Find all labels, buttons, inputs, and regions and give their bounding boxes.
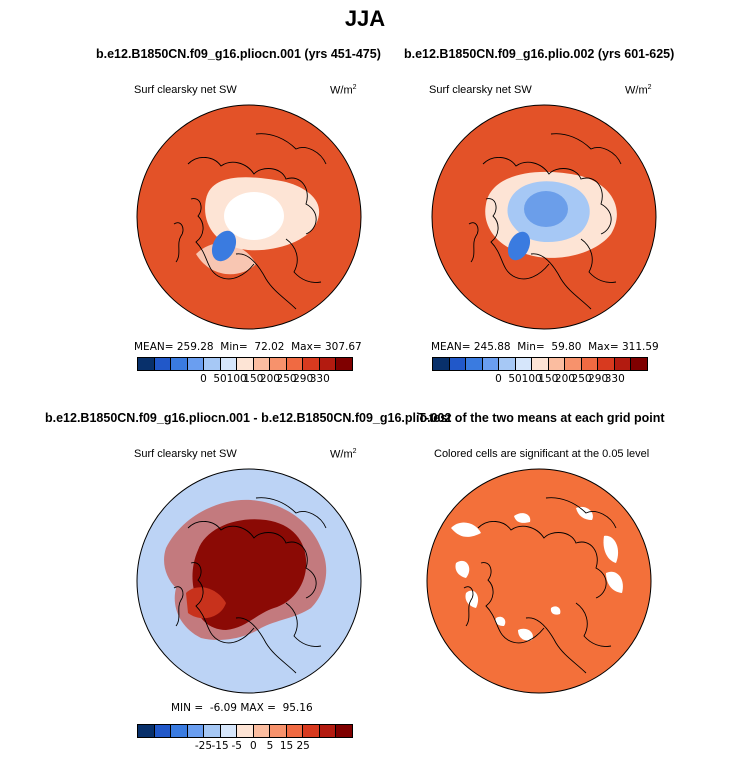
abs-colorbar-swatch: [499, 358, 516, 370]
panel2-variable: Surf clearsky net SW: [429, 84, 532, 96]
panel4-map: [426, 468, 652, 694]
panel3-map: [136, 468, 362, 694]
panel1-stats: MEAN= 259.28 Min= 72.02 Max= 307.67: [134, 341, 362, 353]
abs-colorbar-tick-label: 330: [309, 373, 330, 385]
abs-colorbar-tick-label: 330: [604, 373, 625, 385]
abs-colorbar-swatch: [631, 358, 647, 370]
panel2-stats: MEAN= 245.88 Min= 59.80 Max= 311.59: [431, 341, 659, 353]
panel2-title: b.e12.B1850CN.f09_g16.plio.002 (yrs 601-…: [404, 47, 675, 61]
diff-colorbar-swatch: [303, 725, 320, 737]
abs-colorbar-swatch: [253, 358, 271, 370]
abs-colorbar-tick-label: 200: [554, 373, 575, 385]
abs-colorbar-swatch: [336, 358, 352, 370]
panel3-variable: Surf clearsky net SW: [134, 448, 237, 460]
abs-colorbar-swatch: [204, 358, 221, 370]
diff-colorbar-swatch: [204, 725, 221, 737]
figure-title: JJA: [344, 6, 386, 31]
diff-colorbar-tick-label: 0: [249, 740, 257, 752]
abs-colorbar-swatch: [270, 358, 287, 370]
diff-colorbar-swatch: [154, 725, 172, 737]
diff-colorbar-swatch: [253, 725, 271, 737]
diff-colorbar-tick-label: -5: [231, 740, 242, 752]
abs-colorbar-swatch: [319, 358, 337, 370]
abs-colorbar-tick-label: 50: [213, 373, 227, 385]
panel2-units: W/m2: [625, 84, 652, 97]
abs-colorbar-swatch: [171, 358, 188, 370]
panel1-variable: Surf clearsky net SW: [134, 84, 237, 96]
abs-colorbar-tick-label: 100: [521, 373, 542, 385]
abs-colorbar-swatch: [614, 358, 632, 370]
abs-colorbar-swatch: [286, 358, 304, 370]
abs-colorbar-tick-label: 50: [508, 373, 522, 385]
abs-colorbar-tick-label: 100: [226, 373, 247, 385]
panel4-variable: Colored cells are significant at the 0.0…: [434, 448, 650, 460]
abs-colorbar-swatch: [581, 358, 599, 370]
abs-colorbar-swatch: [565, 358, 582, 370]
abs-colorbar-tick-label: 200: [259, 373, 280, 385]
panel1-map: [136, 104, 362, 330]
abs-colorbar-swatch: [532, 358, 549, 370]
diff-colorbar-swatch: [138, 725, 155, 737]
diff-colorbar-tick-label: -15: [211, 740, 229, 752]
diff-colorbar-swatch: [336, 725, 352, 737]
abs-colorbar-swatch: [466, 358, 483, 370]
abs-colorbar-swatch: [515, 358, 533, 370]
diff-colorbar-swatch: [286, 725, 304, 737]
abs-colorbar-swatch: [548, 358, 566, 370]
diff-colorbar-swatch: [220, 725, 238, 737]
panel2-map: [431, 104, 657, 330]
panel4-title: T-test of the two means at each grid poi…: [418, 411, 665, 425]
diff-colorbar-tick-label: 25: [296, 740, 310, 752]
abs-colorbar-tick-label: 0: [495, 373, 502, 385]
panel1-units: W/m2: [330, 84, 357, 97]
abs-colorbar-swatch: [433, 358, 450, 370]
diff-colorbar-swatch: [237, 725, 254, 737]
abs-colorbar-swatch: [138, 358, 155, 370]
diff-colorbar-swatch: [270, 725, 287, 737]
diff-colorbar-swatch: [187, 725, 205, 737]
panel3-colorbar: [137, 724, 353, 738]
abs-colorbar-tick-label: 150: [243, 373, 264, 385]
panel3-units: W/m2: [330, 448, 357, 461]
diff-colorbar-tick-label: 15: [279, 740, 294, 752]
abs-colorbar-swatch: [220, 358, 238, 370]
panel1-title: b.e12.B1850CN.f09_g16.pliocn.001 (yrs 45…: [96, 47, 381, 61]
panel3-title: b.e12.B1850CN.f09_g16.pliocn.001 - b.e12…: [45, 411, 452, 425]
panel2-colorbar-labels: 0 50 100 150 200 250 290 330: [432, 373, 648, 387]
abs-colorbar-swatch: [303, 358, 320, 370]
abs-colorbar-tick-label: 250: [571, 373, 592, 385]
abs-colorbar-tick-label: 150: [538, 373, 559, 385]
panel1-colorbar-labels: 0 50 100 150 200 250 290 330: [137, 373, 353, 387]
panel3-colorbar-labels: -25 -15 -5 0 5 15 25: [137, 740, 353, 754]
abs-colorbar-swatch: [449, 358, 467, 370]
abs-colorbar-swatch: [482, 358, 500, 370]
diff-colorbar-swatch: [319, 725, 337, 737]
abs-colorbar-tick-label: 250: [276, 373, 297, 385]
abs-colorbar-swatch: [187, 358, 205, 370]
diff-colorbar-tick-label: -25: [194, 740, 213, 752]
abs-colorbar-tick-label: 290: [588, 373, 609, 385]
panel3-stats: MIN = -6.09 MAX = 95.16: [171, 702, 313, 714]
abs-colorbar-swatch: [598, 358, 615, 370]
panel2-colorbar: [432, 357, 648, 371]
diff-colorbar-swatch: [171, 725, 188, 737]
abs-colorbar-tick-label: 290: [293, 373, 314, 385]
diff-colorbar-tick-label: 5: [266, 740, 274, 752]
abs-colorbar-tick-label: 0: [200, 373, 207, 385]
abs-colorbar-swatch: [237, 358, 254, 370]
panel1-colorbar: [137, 357, 353, 371]
abs-colorbar-swatch: [154, 358, 172, 370]
